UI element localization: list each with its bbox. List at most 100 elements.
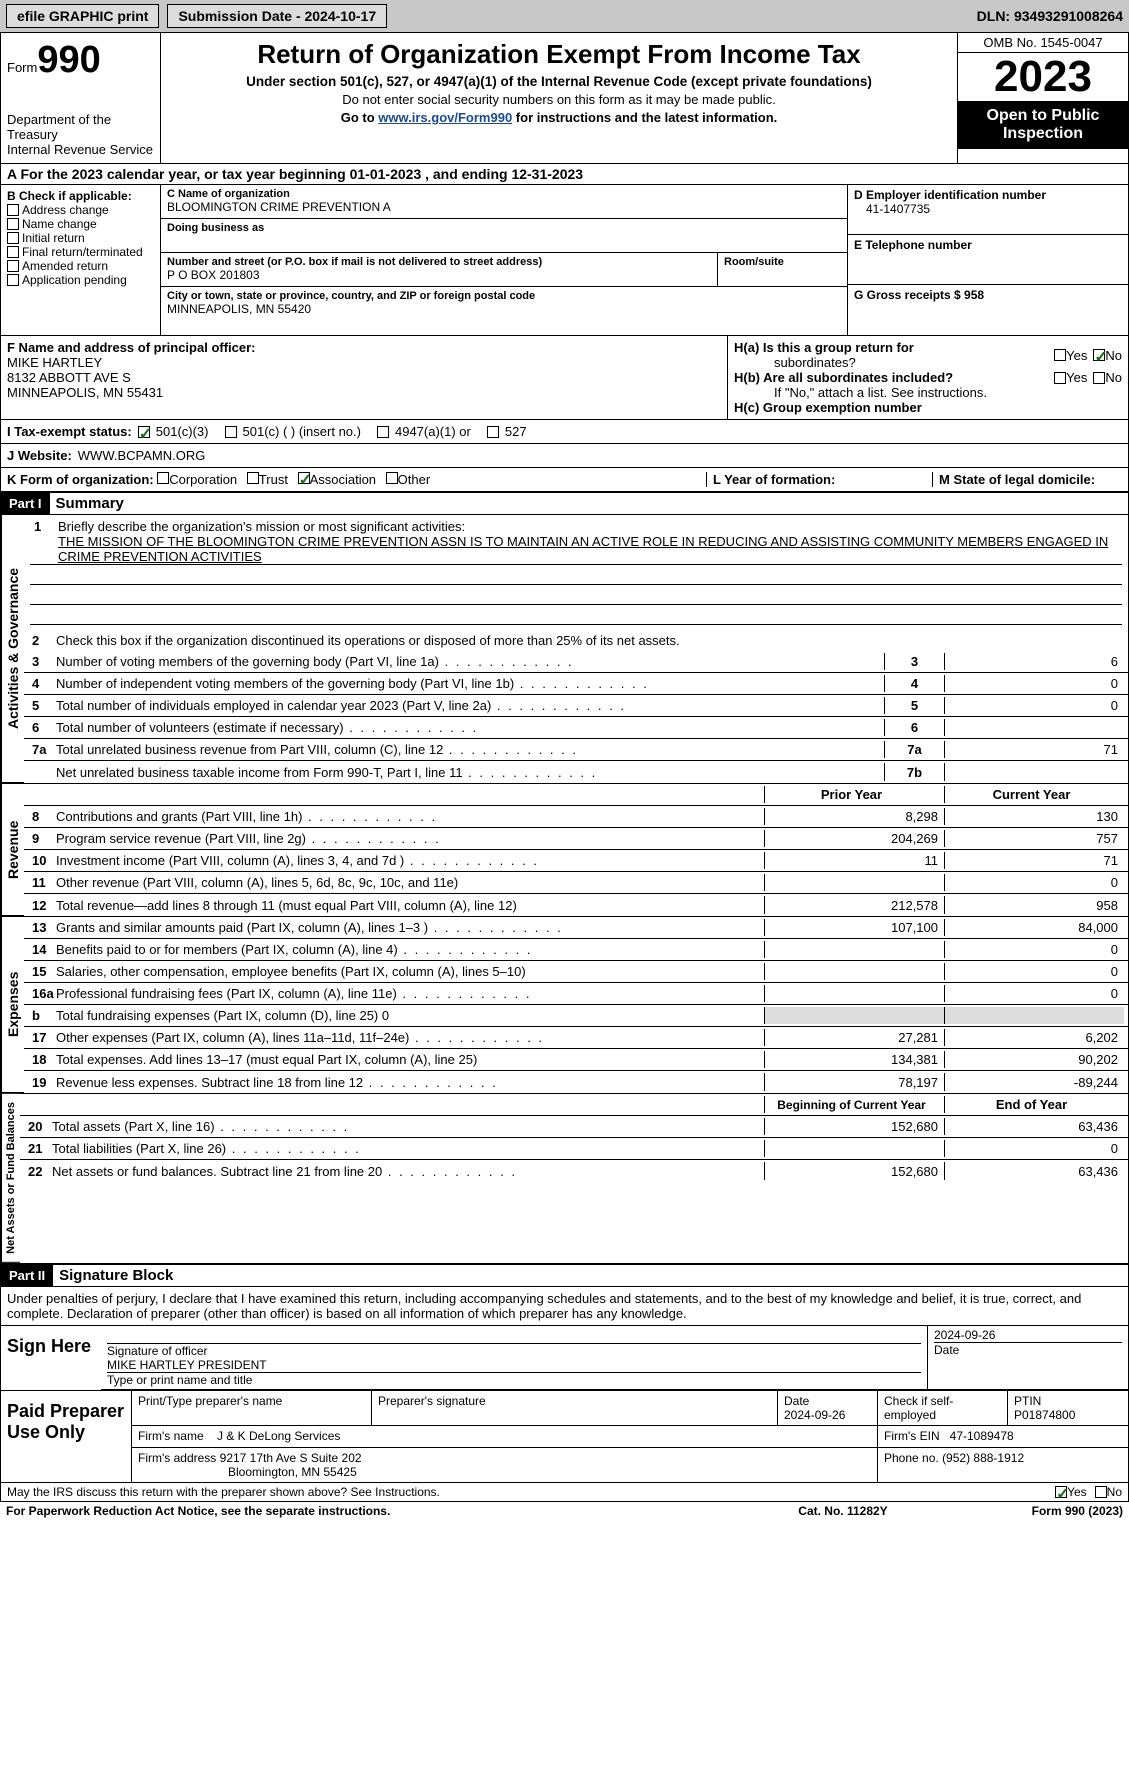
hb-note: If "No," attach a list. See instructions…: [734, 385, 1122, 400]
prep-date: 2024-09-26: [784, 1408, 845, 1422]
ha-yes-checkbox[interactable]: [1054, 349, 1066, 361]
l5-value: 0: [944, 697, 1124, 714]
l17-prior: 27,281: [764, 1029, 944, 1046]
l14-curr: 0: [944, 941, 1124, 958]
corp-checkbox[interactable]: [157, 472, 169, 484]
website-row: J Website: WWW.BCPAMN.ORG: [1, 443, 1128, 467]
l16a-prior: [764, 985, 944, 1002]
discuss-no-checkbox[interactable]: [1095, 1486, 1107, 1498]
l16a-curr: 0: [944, 985, 1124, 1002]
officer-name: MIKE HARTLEY: [7, 355, 721, 370]
l6-value: [944, 719, 1124, 736]
tax-status-row: I Tax-exempt status: 501(c)(3) 501(c) ( …: [1, 419, 1128, 443]
preparer-section: Paid Preparer Use Only Print/Type prepar…: [1, 1390, 1128, 1482]
no-ssn-notice: Do not enter social security numbers on …: [171, 92, 947, 107]
sign-date: 2024-09-26: [934, 1328, 1122, 1342]
trust-checkbox[interactable]: [247, 472, 259, 484]
preparer-label: Paid Preparer Use Only: [1, 1391, 131, 1482]
form-prefix: Form: [7, 60, 37, 75]
penalty-text: Under penalties of perjury, I declare th…: [1, 1286, 1128, 1325]
officer-addr2: MINNEAPOLIS, MN 55431: [7, 385, 721, 400]
l8-curr: 130: [944, 808, 1124, 825]
l7b-value: [944, 763, 1124, 781]
application-checkbox[interactable]: [7, 274, 19, 286]
l20-beg: 152,680: [764, 1118, 944, 1135]
form-number: 990: [37, 39, 100, 81]
part1-title: Summary: [50, 495, 124, 512]
part1-bar: Part I Summary: [1, 491, 1128, 514]
section-b: B Check if applicable: Address change Na…: [1, 185, 161, 335]
phone-cell: E Telephone number: [848, 235, 1128, 285]
hc-label: H(c) Group exemption number: [734, 400, 1122, 415]
form-subtitle: Under section 501(c), 527, or 4947(a)(1)…: [171, 74, 947, 89]
l9-prior: 204,269: [764, 830, 944, 847]
form-title: Return of Organization Exempt From Incom…: [171, 39, 947, 70]
527-checkbox[interactable]: [487, 426, 499, 438]
l17-curr: 6,202: [944, 1029, 1124, 1046]
sign-here-section: Sign Here Signature of officer MIKE HART…: [1, 1325, 1128, 1390]
discuss-yes-checkbox[interactable]: [1055, 1486, 1067, 1498]
hb-no-checkbox[interactable]: [1093, 372, 1105, 384]
ptin-value: P01874800: [1014, 1408, 1075, 1422]
form-footer: Form 990 (2023): [943, 1504, 1123, 1518]
l19-curr: -89,244: [944, 1073, 1124, 1091]
l8-prior: 8,298: [764, 808, 944, 825]
org-name: BLOOMINGTON CRIME PREVENTION A: [167, 200, 841, 214]
form-container: Form990 Department of the Treasury Inter…: [0, 32, 1129, 1502]
gross-receipts: G Gross receipts $ 958: [854, 288, 1122, 302]
section-h: H(a) Is this a group return for subordin…: [728, 336, 1128, 419]
501c-checkbox[interactable]: [225, 426, 237, 438]
l3-value: 6: [944, 653, 1124, 670]
l12-prior: 212,578: [764, 896, 944, 914]
form-header: Form990 Department of the Treasury Inter…: [1, 33, 1128, 164]
ha-no-checkbox[interactable]: [1093, 349, 1105, 361]
l13-prior: 107,100: [764, 919, 944, 936]
l4-value: 0: [944, 675, 1124, 692]
l11-curr: 0: [944, 874, 1124, 891]
dept-treasury: Department of the Treasury: [7, 112, 154, 142]
efile-button[interactable]: efile GRAPHIC print: [6, 4, 159, 28]
irs-link[interactable]: www.irs.gov/Form990: [378, 110, 512, 125]
part2-bar: Part II Signature Block: [1, 1263, 1128, 1286]
footer-row: For Paperwork Reduction Act Notice, see …: [0, 1502, 1129, 1520]
ein-cell: D Employer identification number 41-1407…: [848, 185, 1128, 235]
officer-h-row: F Name and address of principal officer:…: [1, 335, 1128, 419]
l22-beg: 152,680: [764, 1162, 944, 1180]
l9-curr: 757: [944, 830, 1124, 847]
l13-curr: 84,000: [944, 919, 1124, 936]
hb-yes-checkbox[interactable]: [1054, 372, 1066, 384]
amended-checkbox[interactable]: [7, 260, 19, 272]
name-change-checkbox[interactable]: [7, 218, 19, 230]
governance-section: Activities & Governance 1Briefly describ…: [1, 514, 1128, 783]
501c3-checkbox[interactable]: [138, 426, 150, 438]
netassets-tab: Net Assets or Fund Balances: [1, 1094, 20, 1263]
other-checkbox[interactable]: [386, 472, 398, 484]
address-change-checkbox[interactable]: [7, 204, 19, 216]
revenue-section: Revenue Prior YearCurrent Year 8Contribu…: [1, 783, 1128, 916]
revenue-tab: Revenue: [1, 784, 24, 916]
l20-end: 63,436: [944, 1118, 1124, 1135]
initial-return-checkbox[interactable]: [7, 232, 19, 244]
street-address: P O BOX 201803: [167, 268, 717, 282]
l12-curr: 958: [944, 896, 1124, 914]
header-right: OMB No. 1545-0047 2023 Open to Public In…: [958, 33, 1128, 163]
l22-end: 63,436: [944, 1162, 1124, 1180]
l10-curr: 71: [944, 852, 1124, 869]
street-cell: Number and street (or P.O. box if mail i…: [161, 253, 847, 287]
section-b-label: B Check if applicable:: [7, 189, 154, 203]
omb-number: OMB No. 1545-0047: [958, 33, 1128, 53]
website-value: WWW.BCPAMN.ORG: [78, 448, 206, 463]
l21-end: 0: [944, 1140, 1124, 1157]
goto-line: Go to www.irs.gov/Form990 for instructio…: [171, 110, 947, 125]
netassets-section: Net Assets or Fund Balances Beginning of…: [1, 1093, 1128, 1263]
dln-label: DLN: 93493291008264: [977, 8, 1123, 24]
l11-prior: [764, 874, 944, 891]
governance-tab: Activities & Governance: [1, 515, 24, 783]
irs-label: Internal Revenue Service: [7, 142, 154, 157]
assoc-checkbox[interactable]: [298, 472, 310, 484]
4947-checkbox[interactable]: [377, 426, 389, 438]
l15-prior: [764, 963, 944, 980]
firm-name: J & K DeLong Services: [217, 1429, 340, 1443]
klm-row: K Form of organization: Corporation Trus…: [1, 467, 1128, 491]
final-return-checkbox[interactable]: [7, 246, 19, 258]
